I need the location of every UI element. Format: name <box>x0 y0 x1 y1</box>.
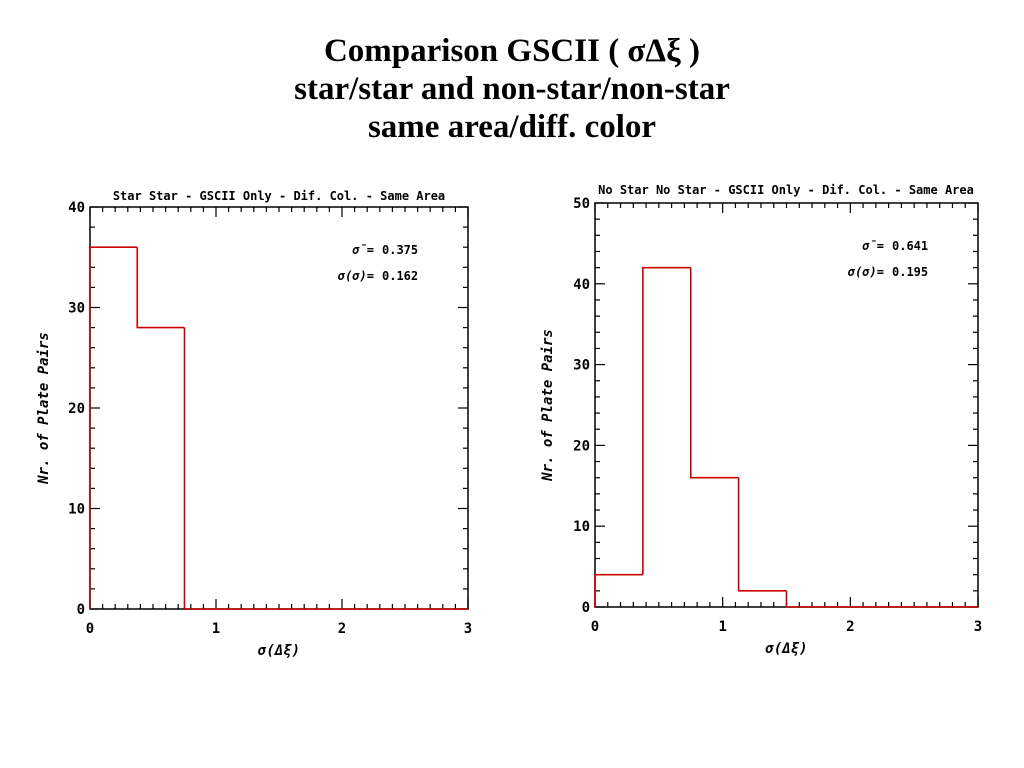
y-axis-label: Nr. of Plate Pairs <box>36 332 52 485</box>
x-axis-label: σ(Δξ) <box>257 643 300 659</box>
histogram-no-star-no-star: No Star No Star - GSCII Only - Dif. Col.… <box>540 183 982 657</box>
y-tick-label: 10 <box>68 502 85 518</box>
slide-title-line-2: star/star and non-star/non-star <box>294 71 730 107</box>
stat-value: 0.641 <box>892 239 928 253</box>
stat-value: 0.162 <box>382 269 418 283</box>
histogram-bin <box>689 267 739 479</box>
stat-value: 0.375 <box>382 243 418 257</box>
histogram-star-star: Star Star - GSCII Only - Dif. Col. - Sam… <box>36 189 472 659</box>
x-tick-label: 0 <box>86 621 94 637</box>
slide-title: Comparison GSCII ( σΔξ ) star/star and n… <box>0 32 1024 146</box>
y-tick-label: 20 <box>573 438 590 454</box>
y-tick-label: 0 <box>77 602 85 618</box>
y-tick-label: 20 <box>68 401 85 417</box>
stat-label: σ(σ)= <box>847 265 884 279</box>
y-tick-label: 0 <box>582 600 590 616</box>
chart-title: No Star No Star - GSCII Only - Dif. Col.… <box>598 183 974 197</box>
histogram-bin <box>89 246 138 609</box>
y-tick-label: 40 <box>573 277 590 293</box>
x-tick-label: 1 <box>212 621 220 637</box>
x-tick-label: 3 <box>464 621 472 637</box>
y-tick-label: 10 <box>573 519 590 535</box>
histogram-bin <box>136 247 185 329</box>
y-tick-label: 30 <box>68 301 85 317</box>
x-tick-label: 3 <box>974 619 982 635</box>
y-axis-label: Nr. of Plate Pairs <box>540 329 556 482</box>
slide-title-line-1: Comparison GSCII ( σΔξ ) <box>323 33 701 69</box>
plot-frame <box>594 202 979 608</box>
plot-frame <box>89 206 469 610</box>
histogram-bin <box>594 573 643 607</box>
stat-label: σ(σ)= <box>337 269 374 283</box>
y-tick-label: 30 <box>573 358 590 374</box>
slide-title-line-3: same area/diff. color <box>367 109 657 145</box>
stat-value: 0.195 <box>892 265 928 279</box>
y-tick-label: 40 <box>68 200 85 216</box>
stat-label: σ̄= <box>351 243 374 257</box>
x-axis-label: σ(Δξ) <box>764 641 807 657</box>
stat-label: σ̄= <box>861 239 884 253</box>
y-tick-label: 50 <box>573 196 590 212</box>
histogram-bin <box>642 266 691 575</box>
histogram-bin <box>785 590 835 608</box>
histogram-bin <box>183 327 232 610</box>
x-tick-label: 0 <box>591 619 599 635</box>
x-tick-label: 1 <box>718 619 726 635</box>
histogram-bin <box>737 477 787 592</box>
x-tick-label: 2 <box>338 621 346 637</box>
chart-title: Star Star - GSCII Only - Dif. Col. - Sam… <box>113 189 445 203</box>
x-tick-label: 2 <box>846 619 854 635</box>
